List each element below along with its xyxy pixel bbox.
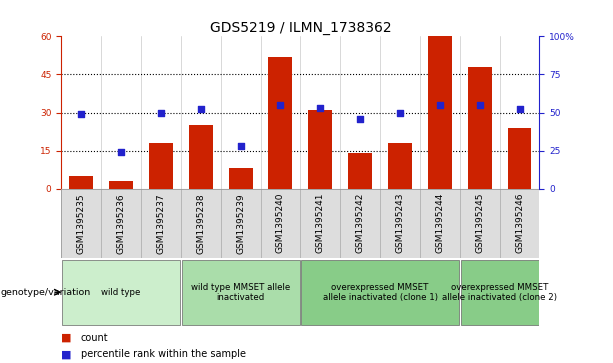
Text: GSM1395236: GSM1395236 <box>116 193 126 254</box>
Bar <box>348 153 372 189</box>
Point <box>514 107 524 113</box>
Text: GSM1395238: GSM1395238 <box>196 193 205 254</box>
Title: GDS5219 / ILMN_1738362: GDS5219 / ILMN_1738362 <box>210 21 391 35</box>
Bar <box>62 260 180 325</box>
Bar <box>460 260 539 325</box>
Text: overexpressed MMSET
allele inactivated (clone 2): overexpressed MMSET allele inactivated (… <box>442 282 557 302</box>
Text: overexpressed MMSET
allele inactivated (clone 1): overexpressed MMSET allele inactivated (… <box>322 282 438 302</box>
Text: count: count <box>81 333 109 343</box>
Bar <box>229 168 253 189</box>
Bar <box>181 260 300 325</box>
Text: GSM1395242: GSM1395242 <box>356 193 365 253</box>
Text: GSM1395243: GSM1395243 <box>395 193 405 253</box>
Bar <box>388 143 412 189</box>
Bar <box>301 260 459 325</box>
Bar <box>149 143 173 189</box>
Point <box>235 143 245 149</box>
Text: GSM1395239: GSM1395239 <box>236 193 245 254</box>
Bar <box>428 36 452 189</box>
Point <box>395 110 405 115</box>
Text: GSM1395246: GSM1395246 <box>515 193 524 253</box>
Bar <box>189 125 213 189</box>
Bar <box>268 57 292 189</box>
Text: percentile rank within the sample: percentile rank within the sample <box>81 349 246 359</box>
Text: ■: ■ <box>61 333 72 343</box>
Point <box>196 107 206 113</box>
Text: GSM1395237: GSM1395237 <box>156 193 166 254</box>
Point <box>355 116 365 122</box>
Text: GSM1395235: GSM1395235 <box>77 193 86 254</box>
Text: wild type: wild type <box>101 288 141 297</box>
Point <box>276 102 286 108</box>
Bar <box>308 110 332 189</box>
Point <box>435 102 445 108</box>
Text: genotype/variation: genotype/variation <box>1 288 91 297</box>
Text: GSM1395241: GSM1395241 <box>316 193 325 253</box>
Bar <box>508 128 531 189</box>
Point <box>156 110 166 115</box>
Text: GSM1395244: GSM1395244 <box>435 193 444 253</box>
Point <box>76 111 86 117</box>
Point <box>475 102 485 108</box>
Text: GSM1395240: GSM1395240 <box>276 193 285 253</box>
Text: GSM1395245: GSM1395245 <box>475 193 484 253</box>
Bar <box>69 176 93 189</box>
Bar <box>468 67 492 189</box>
Text: ■: ■ <box>61 349 72 359</box>
Bar <box>109 181 133 189</box>
Point <box>316 105 326 111</box>
Text: wild type MMSET allele
inactivated: wild type MMSET allele inactivated <box>191 282 290 302</box>
Point <box>116 149 126 155</box>
